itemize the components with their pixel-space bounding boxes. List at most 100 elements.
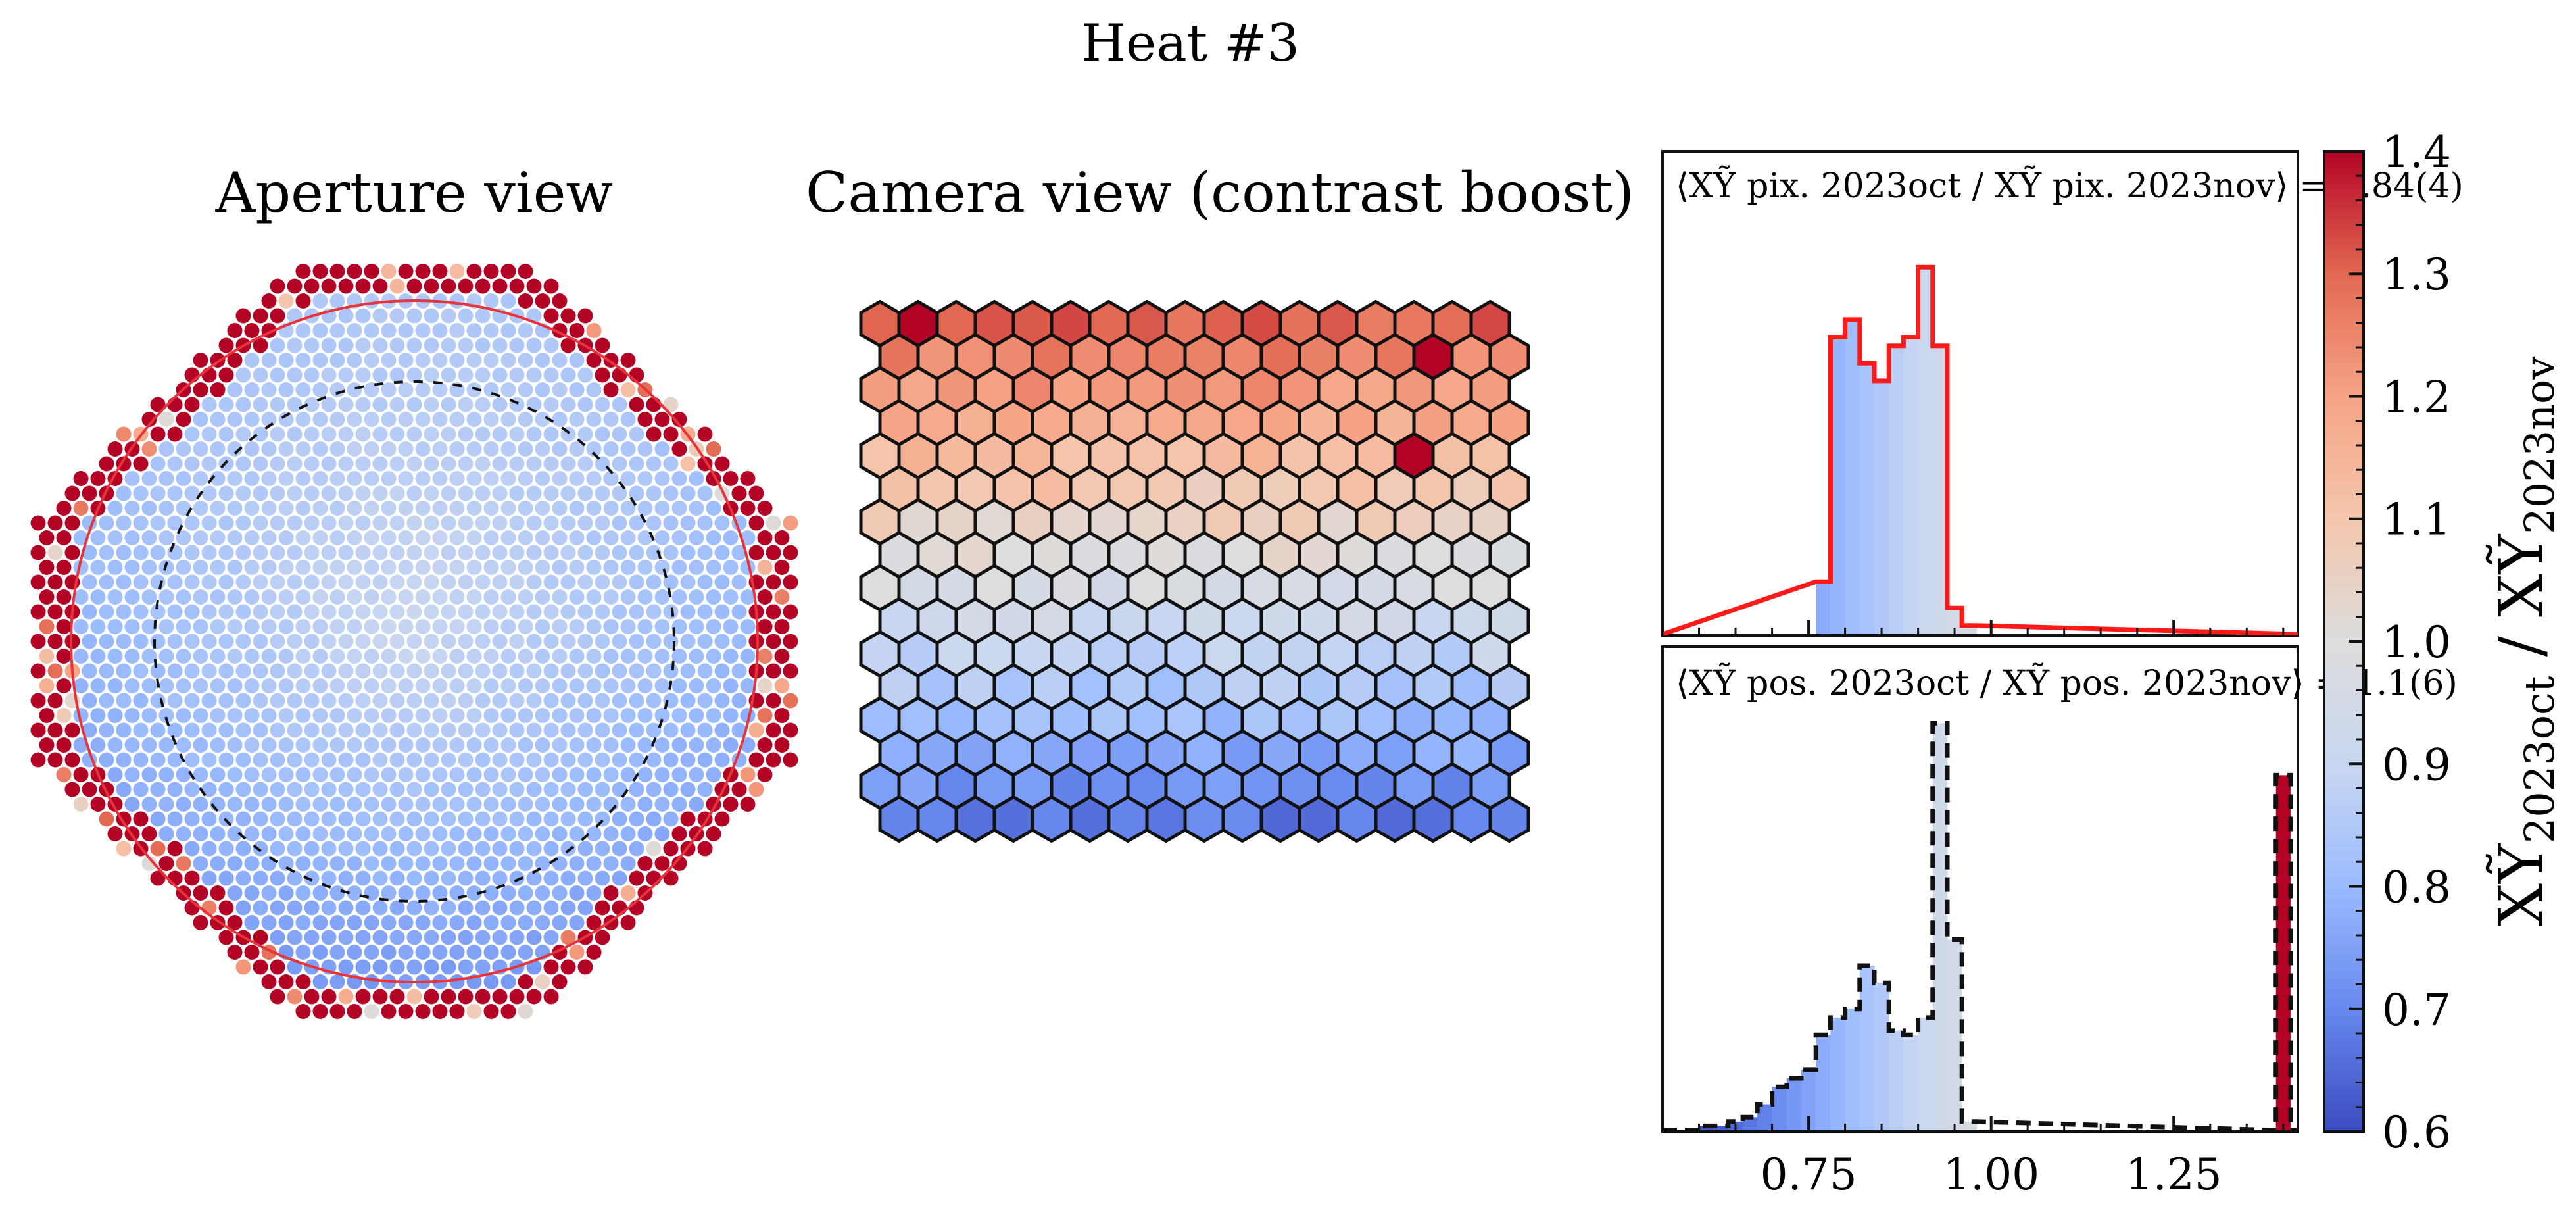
aperture-pixel <box>637 678 653 693</box>
aperture-pixel <box>766 545 781 560</box>
aperture-pixel <box>406 782 422 797</box>
aperture-pixel <box>577 693 593 709</box>
aperture-pixel <box>595 900 610 916</box>
histogram-bar <box>1874 983 1889 1130</box>
aperture-pixel <box>321 337 337 353</box>
aperture-pixel <box>381 678 397 693</box>
aperture-pixel <box>253 397 268 412</box>
aperture-pixel <box>483 471 499 486</box>
aperture-pixel <box>364 974 379 989</box>
aperture-pixel <box>706 501 721 516</box>
aperture-pixel <box>227 441 243 457</box>
aperture-pixel <box>543 841 559 857</box>
aperture-pixel <box>389 811 405 827</box>
aperture-pixel <box>287 752 303 768</box>
aperture-pixel <box>244 412 260 427</box>
aperture-pixel <box>227 678 243 693</box>
aperture-pixel <box>415 1004 431 1019</box>
aperture-pixel <box>218 693 234 709</box>
aperture-pixel <box>569 412 585 427</box>
aperture-pixel <box>424 545 439 560</box>
aperture-pixel <box>483 708 499 723</box>
aperture-pixel <box>552 708 568 723</box>
aperture-pixel <box>347 945 362 960</box>
aperture-pixel <box>253 634 268 649</box>
aperture-pixel <box>406 545 422 560</box>
aperture-pixel <box>338 337 354 353</box>
aperture-pixel <box>714 693 730 709</box>
aperture-pixel <box>603 708 619 723</box>
aperture-pixel <box>432 1004 448 1019</box>
aperture-pixel <box>646 841 662 857</box>
aperture-pixel <box>329 382 345 397</box>
aperture-pixel <box>441 841 456 857</box>
aperture-pixel <box>235 959 251 975</box>
aperture-pixel <box>235 426 251 442</box>
aperture-pixel <box>552 382 568 397</box>
aperture-pixel <box>261 826 277 841</box>
aperture-pixel <box>492 989 508 1005</box>
aperture-pixel <box>620 915 636 930</box>
aperture-pixel <box>671 826 687 841</box>
aperture-pixel <box>500 589 516 605</box>
aperture-pixel <box>424 841 439 857</box>
aperture-pixel <box>389 722 405 738</box>
aperture-pixel <box>312 797 328 812</box>
aperture-pixel <box>569 471 585 486</box>
aperture-pixel <box>509 693 525 709</box>
aperture-pixel <box>577 604 593 620</box>
pos-histogram <box>1663 721 2298 1132</box>
aperture-pixel <box>287 900 303 916</box>
aperture-pixel <box>398 885 414 901</box>
aperture-pixel <box>193 856 208 871</box>
aperture-pixel <box>321 752 337 768</box>
aperture-pixel <box>492 456 508 472</box>
camera-pixel <box>1298 795 1340 843</box>
aperture-pixel <box>133 663 149 679</box>
aperture-pixel <box>338 515 354 531</box>
aperture-pixel <box>586 945 602 960</box>
aperture-pixel <box>150 397 166 412</box>
aperture-pixel <box>30 515 46 531</box>
aperture-pixel <box>372 782 388 797</box>
aperture-pixel <box>449 708 465 723</box>
aperture-pixel <box>595 426 610 442</box>
aperture-pixel <box>509 930 525 945</box>
aperture-pixel <box>329 945 345 960</box>
aperture-pixel <box>560 456 576 472</box>
aperture-pixel <box>432 856 448 871</box>
aperture-pixel <box>509 456 525 472</box>
aperture-pixel <box>766 722 781 738</box>
aperture-pixel <box>723 708 739 723</box>
aperture-pixel <box>492 545 508 560</box>
aperture-pixel <box>389 930 405 945</box>
aperture-pixel <box>47 515 63 531</box>
aperture-pixel <box>637 826 653 841</box>
aperture-pixel <box>355 308 371 324</box>
aperture-pixel <box>329 708 345 723</box>
aperture-pixel <box>774 678 790 693</box>
aperture-pixel <box>150 811 166 827</box>
aperture-pixel <box>595 782 610 797</box>
aperture-pixel <box>629 426 644 442</box>
aperture-pixel <box>227 589 243 605</box>
aperture-pixel <box>663 456 679 472</box>
aperture-pixel <box>347 1004 362 1019</box>
aperture-pixel <box>646 574 662 590</box>
aperture-pixel <box>338 693 354 709</box>
aperture-pixel <box>449 353 465 368</box>
aperture-pixel <box>535 649 550 664</box>
aperture-pixel <box>39 708 55 723</box>
aperture-pixel <box>218 485 234 501</box>
aperture-pixel <box>73 737 89 753</box>
aperture-pixel <box>740 619 756 634</box>
colorbar-ticks: 0.60.70.80.91.01.11.21.31.4 <box>2349 127 2451 1158</box>
aperture-pixel <box>432 501 448 516</box>
aperture-pixel <box>389 278 405 294</box>
aperture-pixel <box>355 337 371 353</box>
aperture-pixel <box>492 397 508 412</box>
aperture-pixel <box>270 367 285 383</box>
aperture-pixel <box>184 752 200 768</box>
aperture-pixel <box>466 649 482 664</box>
aperture-pixel <box>475 989 491 1005</box>
